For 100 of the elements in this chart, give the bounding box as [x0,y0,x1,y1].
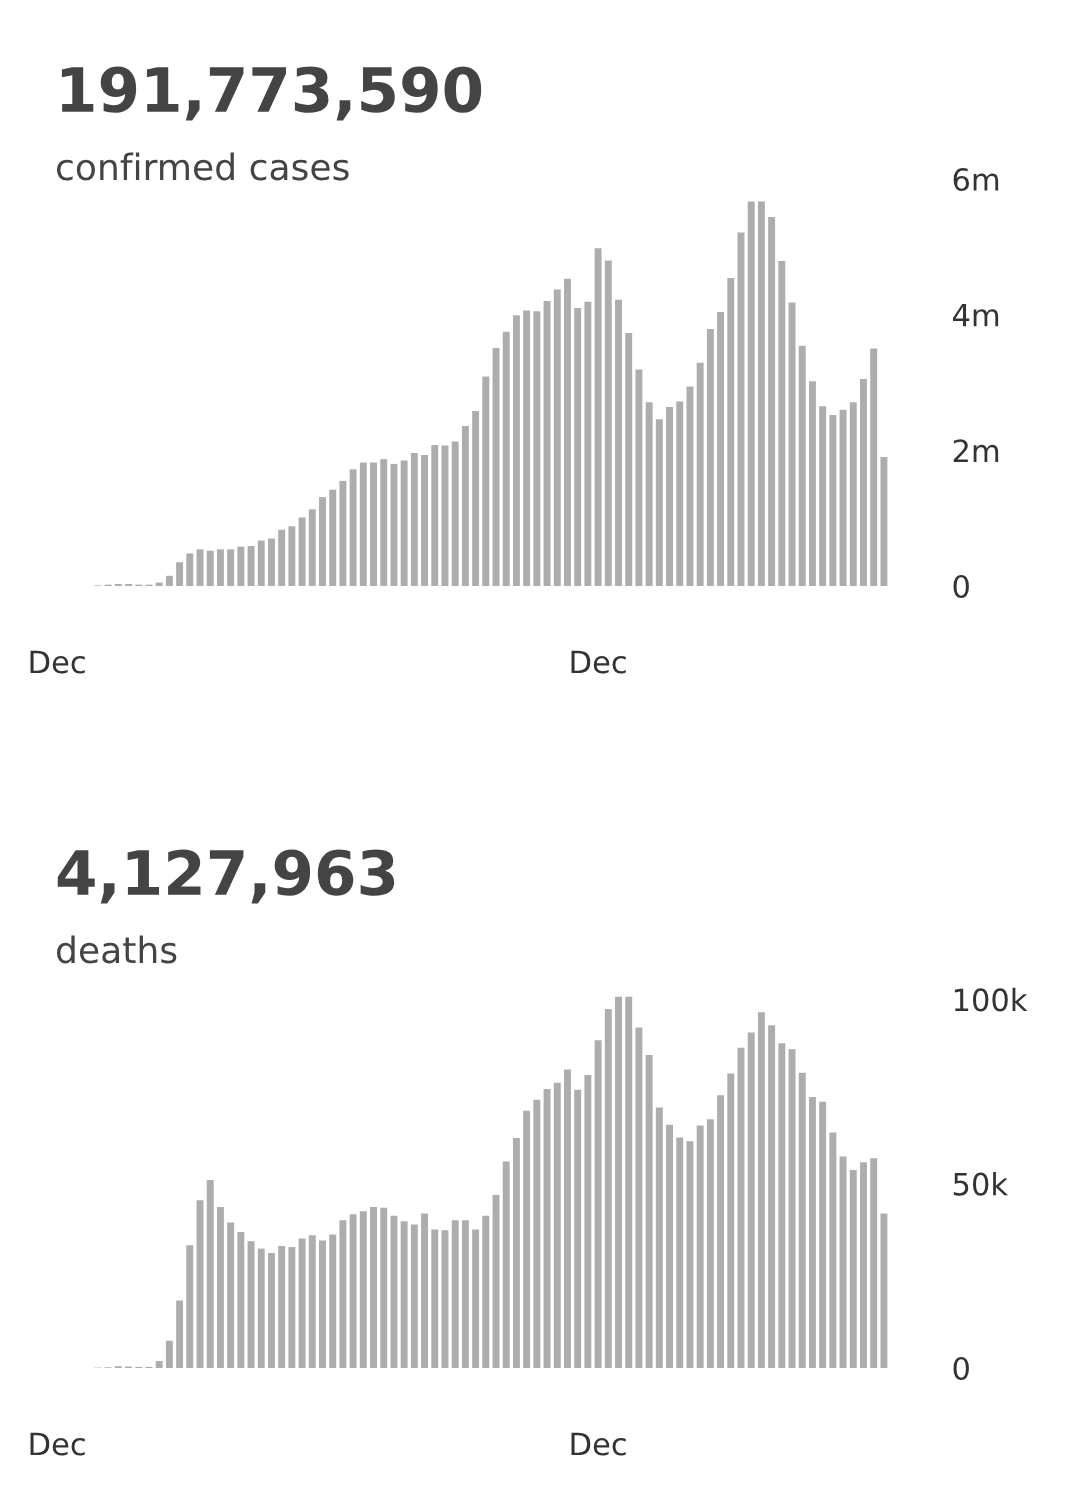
bar [768,216,776,586]
bar [237,1231,245,1368]
bar [860,1162,867,1368]
bar [206,550,214,586]
bar [870,348,878,586]
bar [706,1119,714,1368]
bar [278,1245,286,1368]
bar [717,1095,725,1368]
bar [206,1180,214,1368]
bar [165,1340,173,1368]
bar [870,1158,878,1368]
bar [727,278,735,586]
bar [594,248,602,586]
x-tick-label: Dec [571,650,626,674]
bar [216,1206,224,1368]
bar [482,376,490,586]
bar [574,307,582,586]
bar [574,1089,582,1368]
bar [380,459,388,586]
bar [849,402,857,586]
bar [839,1156,847,1368]
y-tick-label: 0 [953,1356,969,1381]
bar [788,302,796,586]
bar [339,1220,347,1368]
bar [717,311,725,586]
bar [778,1043,786,1368]
y-tick-label: 0 [953,574,969,599]
bar [808,1097,816,1368]
bar [696,1125,704,1368]
bar [257,1248,265,1368]
bar [247,1241,255,1368]
bar [512,315,520,586]
bar [359,1211,367,1368]
bar [778,261,786,586]
bar [584,1074,592,1368]
bar [288,1247,296,1368]
bar [176,1300,184,1368]
bar [482,1215,490,1368]
bar [216,549,224,586]
bar [461,1220,469,1368]
bar [410,453,418,586]
chart-subtitle: deaths [56,935,177,964]
bar [298,1238,306,1368]
bar [747,1032,755,1368]
bar [267,1252,275,1368]
y-tick-label: 2m [953,439,999,462]
bar [267,538,275,586]
bar [421,455,429,586]
bar [390,463,398,586]
bar [227,1222,235,1368]
bar [768,1025,776,1368]
bar [227,549,235,586]
bar [880,457,888,586]
bar [523,310,531,586]
bar [533,311,541,586]
bar [798,345,806,586]
bar [696,362,704,586]
y-tick-label: 50k [953,1172,1008,1196]
bar [666,406,674,586]
bar [615,996,622,1368]
bar [808,381,816,586]
bar [564,278,571,586]
bar [370,462,377,586]
bar [543,1088,551,1368]
bar [308,509,316,586]
bar [604,260,612,586]
bar [849,1170,857,1368]
bar [410,1224,418,1368]
bar [298,517,306,586]
bar [594,1040,602,1368]
bar [451,1220,459,1368]
bar [676,401,684,586]
bar [247,545,255,586]
bar [349,1214,357,1368]
bar [400,1221,408,1368]
y-tick-label: 6m [953,167,999,192]
bar [461,425,469,586]
bar [543,301,551,586]
bar [114,583,122,586]
bar [645,402,653,586]
bar [380,1207,388,1368]
chart-title: 191,773,590 [61,66,482,121]
bar [155,1361,163,1368]
bar [329,1234,337,1368]
bar [502,331,510,586]
bar [604,1008,612,1368]
bar [502,1161,510,1368]
bar [359,462,367,586]
x-tick-label: Dec [571,1432,626,1456]
bar [257,540,265,586]
bar [676,1137,684,1368]
bar [421,1213,429,1368]
x-tick-label: Dec [30,1432,85,1456]
bar [757,201,765,586]
bar [839,409,847,586]
bar [370,1206,377,1368]
bar [829,1132,837,1368]
bar [472,1229,480,1368]
bar [686,386,694,586]
bar [186,1245,194,1368]
